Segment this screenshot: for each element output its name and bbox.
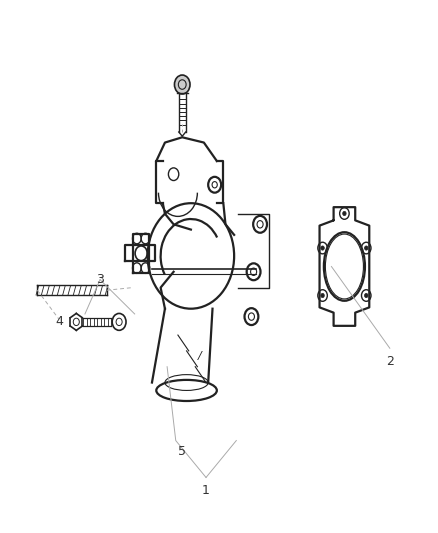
Circle shape — [364, 293, 368, 297]
Text: 3: 3 — [96, 273, 104, 286]
Circle shape — [174, 75, 190, 94]
Circle shape — [321, 293, 324, 297]
Circle shape — [343, 212, 346, 216]
Text: 4: 4 — [55, 316, 63, 328]
Circle shape — [364, 246, 368, 250]
Text: 1: 1 — [202, 484, 210, 497]
Circle shape — [321, 246, 324, 250]
Text: 5: 5 — [178, 445, 186, 458]
Text: /: / — [198, 351, 201, 361]
Text: 2: 2 — [386, 355, 394, 368]
